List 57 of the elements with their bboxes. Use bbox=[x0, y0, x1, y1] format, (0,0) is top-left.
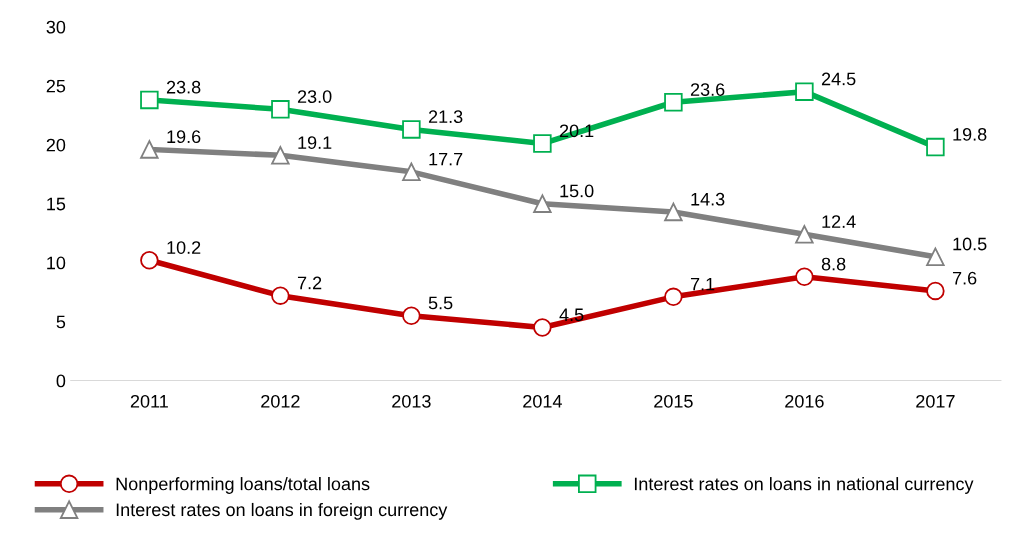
point bbox=[271, 100, 290, 119]
point bbox=[795, 267, 814, 287]
legend-label: Nonperforming loans/total loans bbox=[116, 477, 370, 494]
y-tick-label: 20 bbox=[46, 138, 66, 152]
point bbox=[795, 225, 814, 244]
data-label: 19.8 bbox=[953, 127, 987, 141]
y-tick-label: 30 bbox=[46, 20, 66, 34]
data-label: 23.8 bbox=[166, 80, 201, 94]
data-label: 21.3 bbox=[428, 110, 463, 124]
data-label: 17.7 bbox=[429, 152, 463, 166]
legend-label: Interest rates on loans in national currency bbox=[634, 477, 974, 494]
point bbox=[402, 120, 421, 139]
point bbox=[664, 287, 683, 307]
data-label: 8.8 bbox=[821, 257, 846, 271]
data-label: 19.6 bbox=[167, 130, 201, 144]
y-tick-label: 25 bbox=[46, 79, 66, 93]
point bbox=[795, 82, 814, 101]
point bbox=[533, 194, 552, 213]
data-label: 5.5 bbox=[428, 296, 453, 310]
point bbox=[140, 140, 159, 159]
data-label: 19.1 bbox=[298, 136, 332, 149]
y-tick-label: 0 bbox=[56, 374, 66, 388]
y-tick-label: 15 bbox=[47, 197, 66, 211]
x-tick-label: 2012 bbox=[261, 394, 300, 408]
legend-label: Interest rates on loans in foreign currency bbox=[116, 502, 448, 520]
data-label: 23.0 bbox=[297, 90, 332, 103]
data-label: 10.2 bbox=[167, 241, 201, 254]
point bbox=[402, 162, 421, 182]
x-tick-label: 2016 bbox=[785, 394, 824, 408]
point bbox=[533, 134, 552, 153]
x-tick-label: 2017 bbox=[916, 394, 955, 408]
point bbox=[140, 251, 159, 270]
data-label: 12.4 bbox=[822, 215, 856, 228]
point bbox=[402, 306, 421, 325]
point bbox=[664, 93, 683, 112]
point bbox=[926, 137, 945, 157]
data-label: 24.5 bbox=[821, 72, 856, 86]
point bbox=[926, 281, 945, 301]
x-tick-label: 2011 bbox=[130, 394, 168, 408]
y-tick-label: 5 bbox=[56, 315, 66, 329]
data-label: 7.1 bbox=[690, 277, 715, 291]
data-label: 10.5 bbox=[953, 237, 987, 251]
point bbox=[271, 146, 290, 165]
data-label: 7.2 bbox=[297, 276, 322, 290]
point bbox=[926, 247, 945, 266]
data-label: 7.6 bbox=[952, 271, 977, 285]
x-tick-label: 2015 bbox=[654, 394, 693, 408]
data-label: 14.3 bbox=[691, 192, 725, 206]
point bbox=[664, 202, 683, 222]
point bbox=[140, 90, 159, 110]
point bbox=[271, 286, 290, 305]
data-label: 23.6 bbox=[690, 83, 725, 96]
point bbox=[533, 318, 552, 337]
x-tick-label: 2014 bbox=[523, 394, 562, 408]
data-label: 15.0 bbox=[560, 184, 594, 198]
x-tick-label: 2013 bbox=[392, 394, 431, 408]
y-tick-label: 10 bbox=[47, 256, 66, 270]
